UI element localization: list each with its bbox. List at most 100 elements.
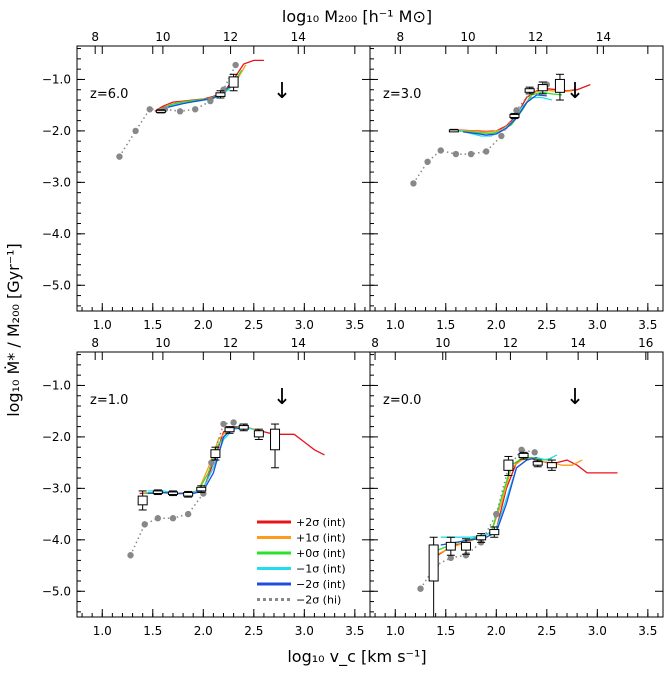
top-tick-label: 10 bbox=[155, 336, 170, 350]
x-tick-label: 2.0 bbox=[487, 318, 506, 332]
x-tick-label: 1.0 bbox=[386, 318, 405, 332]
x-tick-label: 1.5 bbox=[143, 624, 162, 638]
series-line bbox=[457, 91, 563, 135]
panel-top-right: 1.0 1.5 2.0 2.5 3.0 3.5 8 10 12 14 z=3.0 ↓ bbox=[369, 30, 664, 332]
hi-point bbox=[462, 552, 470, 559]
legend-label: +1σ (int) bbox=[296, 532, 346, 545]
top-tick-label: 10 bbox=[435, 336, 450, 350]
x-tick-label: 3.0 bbox=[295, 318, 314, 332]
top-tick-label: 8 bbox=[91, 30, 99, 44]
box bbox=[152, 490, 163, 495]
box bbox=[270, 428, 281, 451]
series-line-hi bbox=[412, 83, 548, 184]
plot-area bbox=[127, 419, 325, 559]
hi-point bbox=[482, 148, 490, 155]
hi-point bbox=[513, 107, 520, 114]
redshift-label: z=0.0 bbox=[383, 393, 421, 408]
hi-point bbox=[452, 150, 460, 158]
x-tick-label: 3.0 bbox=[588, 624, 607, 638]
top-tick-label: 12 bbox=[503, 336, 518, 350]
x-tick-label: 2.0 bbox=[194, 624, 213, 638]
box bbox=[509, 113, 520, 119]
box bbox=[546, 462, 557, 469]
redshift-label: z=3.0 bbox=[383, 87, 421, 102]
series-line bbox=[440, 456, 537, 546]
hi-point bbox=[220, 420, 227, 428]
box bbox=[518, 452, 529, 458]
x-tick-label: 1.0 bbox=[93, 624, 112, 638]
top-tick-label: 12 bbox=[223, 30, 238, 44]
hi-point bbox=[207, 97, 214, 105]
box bbox=[228, 76, 239, 88]
x-tick-label: 2.0 bbox=[487, 624, 506, 638]
top-tick-label: 8 bbox=[91, 336, 99, 350]
box bbox=[210, 449, 221, 458]
hi-point bbox=[232, 61, 239, 69]
y-tick-label: −5.0 bbox=[42, 584, 71, 598]
hi-point bbox=[531, 449, 538, 456]
x-tick-label: 3.5 bbox=[345, 318, 364, 332]
hi-point bbox=[498, 132, 505, 140]
plot-area bbox=[116, 59, 264, 160]
box bbox=[532, 461, 543, 466]
top-tick-label: 8 bbox=[396, 30, 404, 44]
legend: +2σ (int) +1σ (int) +0σ (int) −1σ (int) −2σ … bbox=[257, 516, 346, 607]
x-tick-label: 3.0 bbox=[588, 318, 607, 332]
x-tick-label: 2.0 bbox=[194, 318, 213, 332]
x-tick-label: 2.5 bbox=[537, 624, 556, 638]
box bbox=[554, 78, 565, 93]
y-tick-label: −3.0 bbox=[42, 481, 71, 495]
y-axis-title: log₁₀ Ṁ* / M₂₀₀ [Gyr⁻¹] bbox=[4, 243, 23, 417]
hi-point bbox=[467, 150, 475, 158]
top-tick-label: 16 bbox=[638, 336, 653, 350]
box bbox=[537, 84, 548, 92]
box bbox=[524, 88, 535, 93]
top-tick-label: 14 bbox=[570, 336, 585, 350]
y-tick-label: −2.0 bbox=[42, 124, 71, 138]
box bbox=[196, 486, 207, 492]
x-tick-label: 3.5 bbox=[638, 624, 657, 638]
panel-frame bbox=[369, 351, 664, 618]
hi-point bbox=[230, 419, 237, 426]
y-tick-label: −3.0 bbox=[42, 175, 71, 189]
top-tick-label: 12 bbox=[223, 336, 238, 350]
box bbox=[253, 430, 264, 438]
series-line bbox=[144, 425, 249, 495]
x-tick-label: 1.5 bbox=[436, 624, 455, 638]
hi-point bbox=[410, 180, 417, 187]
legend-label: −2σ (hi) bbox=[296, 594, 341, 607]
arrow-marker: ↓ bbox=[273, 79, 291, 104]
box bbox=[476, 535, 487, 541]
x-tick-label: 3.5 bbox=[638, 318, 657, 332]
x-tick-label: 1.5 bbox=[143, 318, 162, 332]
hi-point bbox=[169, 515, 177, 522]
x-axis-title: log₁₀ v_c [km s⁻¹] bbox=[287, 647, 426, 667]
hi-point bbox=[208, 459, 215, 466]
top-tick-label: 14 bbox=[291, 30, 306, 44]
x-tick-label: 2.5 bbox=[537, 318, 556, 332]
top-tick-label: 14 bbox=[596, 30, 611, 44]
box bbox=[460, 541, 471, 551]
legend-label: +2σ (int) bbox=[296, 516, 346, 529]
x-tick-label: 2.5 bbox=[244, 318, 263, 332]
top-tick-label: 12 bbox=[528, 30, 543, 44]
y-tick-label: −5.0 bbox=[42, 278, 71, 292]
hi-point bbox=[518, 446, 525, 453]
series-line bbox=[440, 454, 558, 538]
box bbox=[448, 129, 459, 133]
panel-bottom-right: 1.0 1.5 2.0 2.5 3.0 3.5 8 10 12 14 16 z=0.0 ↓ bbox=[369, 336, 664, 638]
x-tick-label: 2.5 bbox=[244, 624, 263, 638]
y-tick-label: −1.0 bbox=[42, 72, 71, 86]
x-tick-label: 3.0 bbox=[295, 624, 314, 638]
x-tick-label: 3.5 bbox=[345, 624, 364, 638]
panel-bottom-left: 1.0 1.5 2.0 2.5 3.0 3.5 8 10 12 14 −5.0 −4.0 −3.0 −2.… bbox=[42, 336, 371, 638]
series-line bbox=[139, 425, 325, 495]
hi-point bbox=[146, 106, 153, 113]
hi-point bbox=[184, 510, 192, 518]
box bbox=[167, 491, 178, 496]
hi-point bbox=[493, 510, 500, 518]
panel-frame bbox=[369, 45, 664, 312]
legend-label: −2σ (int) bbox=[296, 578, 346, 591]
hi-point bbox=[424, 158, 431, 165]
